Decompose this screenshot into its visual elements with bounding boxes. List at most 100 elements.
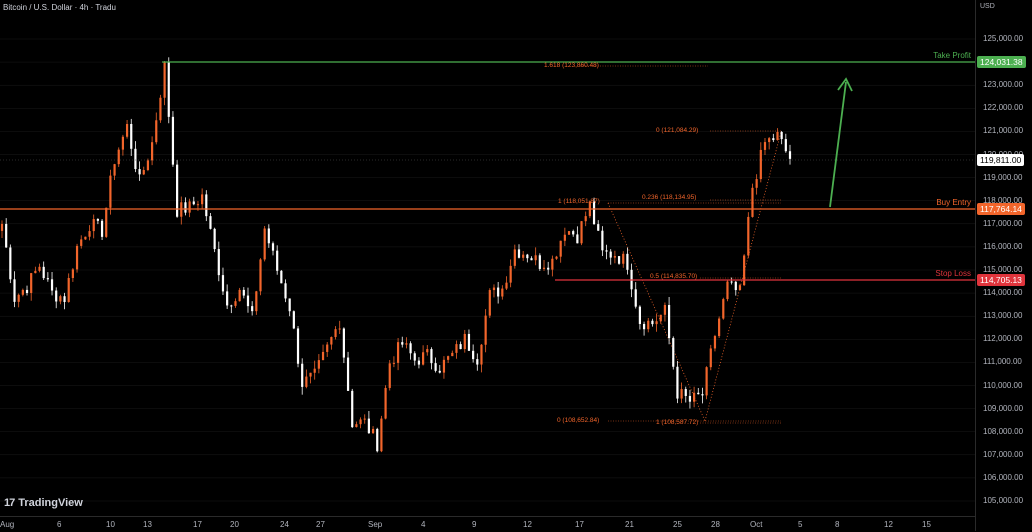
candle-body bbox=[776, 131, 779, 141]
candle-body bbox=[747, 216, 750, 256]
candle-body bbox=[580, 221, 583, 244]
candle-body bbox=[384, 387, 387, 419]
buy-entry-price-tag: 117,764.14 bbox=[977, 203, 1025, 215]
candle-body bbox=[626, 253, 629, 270]
candle-body bbox=[301, 363, 304, 387]
price-tick-label: 109,000.00 bbox=[983, 403, 1024, 413]
candle-body bbox=[326, 344, 329, 352]
time-axis[interactable]: Aug 6 10 13 17 20 24 27 Sep 4 9 12 17 21 25 28 Oct 5 8 12 15 bbox=[0, 516, 975, 532]
candle-body bbox=[751, 187, 754, 217]
candle-body bbox=[522, 254, 525, 258]
candle-body bbox=[405, 343, 408, 345]
candle-body bbox=[192, 201, 195, 205]
candle-body bbox=[655, 321, 658, 325]
candle-body bbox=[555, 256, 558, 259]
candle-body bbox=[617, 256, 621, 264]
target-arrow-head bbox=[837, 77, 853, 92]
time-tick-label: 9 bbox=[472, 520, 477, 529]
candle-body bbox=[234, 301, 237, 306]
candle-body bbox=[455, 344, 458, 353]
chart-area[interactable]: Bitcoin / U.S. Dollar · 4h · Tradu Take … bbox=[0, 0, 975, 516]
candle-body bbox=[321, 351, 325, 361]
candle-body bbox=[213, 228, 216, 250]
symbol-title[interactable]: Bitcoin / U.S. Dollar · 4h · Tradu bbox=[3, 3, 116, 12]
candle-body bbox=[422, 352, 425, 365]
candle-body bbox=[255, 291, 258, 312]
candle-body bbox=[567, 231, 571, 235]
fib-upper-guide bbox=[607, 202, 706, 422]
candle-body bbox=[205, 194, 208, 217]
candle-body bbox=[447, 356, 450, 360]
time-tick-label: 12 bbox=[523, 520, 532, 529]
candle-body bbox=[125, 124, 129, 137]
candle-body bbox=[259, 259, 262, 292]
tradingview-logo[interactable]: 17 TradingView bbox=[4, 497, 83, 509]
candle-body bbox=[713, 336, 717, 349]
candle-body bbox=[772, 138, 775, 141]
candle-body bbox=[530, 258, 533, 261]
candle-body bbox=[201, 194, 204, 205]
time-tick-label: 12 bbox=[884, 520, 893, 529]
fib-0236-label: 0.236 (118,134.95) bbox=[642, 194, 697, 201]
candle-body bbox=[105, 207, 108, 237]
candle-body bbox=[476, 359, 479, 365]
candle-body bbox=[768, 138, 771, 143]
candle-body bbox=[263, 228, 266, 260]
candle-body bbox=[346, 357, 350, 391]
fib-lower0-label: 0 (108,652.84) bbox=[557, 417, 600, 424]
candle-body bbox=[709, 348, 712, 368]
candle-body bbox=[659, 314, 662, 322]
candle-body bbox=[605, 250, 608, 252]
target-arrow-shaft bbox=[829, 81, 847, 208]
candle-body bbox=[280, 270, 283, 284]
time-tick-label: 25 bbox=[673, 520, 682, 529]
candle-body bbox=[663, 305, 667, 315]
time-tick-label: 24 bbox=[280, 520, 289, 529]
candle-body bbox=[100, 220, 104, 237]
candle-body bbox=[426, 349, 429, 353]
candle-body bbox=[55, 290, 58, 302]
candle-body bbox=[117, 149, 120, 165]
candle-body bbox=[292, 311, 295, 329]
candle-body bbox=[226, 291, 229, 306]
price-tick-label: 114,000.00 bbox=[983, 288, 1023, 298]
candle-body bbox=[622, 253, 625, 264]
candle-body bbox=[171, 116, 175, 165]
candle-body bbox=[538, 255, 541, 269]
candle-body bbox=[367, 418, 370, 434]
candle-body bbox=[71, 269, 74, 278]
candle-body bbox=[92, 219, 95, 232]
candle-body bbox=[609, 251, 612, 258]
candle-body bbox=[251, 306, 254, 312]
price-tick-label: 115,000.00 bbox=[983, 265, 1023, 274]
candle-body bbox=[96, 219, 99, 221]
time-tick-label: Oct bbox=[750, 520, 763, 529]
candle-body bbox=[196, 204, 200, 206]
time-tick-label: 20 bbox=[230, 520, 239, 529]
price-tick-label: 107,000.00 bbox=[983, 449, 1024, 459]
candle-body bbox=[134, 148, 137, 170]
candle-body bbox=[651, 320, 654, 325]
candle-body bbox=[17, 294, 20, 302]
fib-05-label: 0.5 (114,835.70) bbox=[650, 273, 698, 280]
candle-body bbox=[67, 277, 70, 303]
price-axis[interactable]: USD 125,000.00124,000.00123,000.00122,00… bbox=[975, 0, 1032, 531]
time-tick-label: 10 bbox=[106, 520, 115, 529]
price-tick-label: 110,000.00 bbox=[983, 380, 1023, 390]
candle-body bbox=[396, 342, 400, 363]
price-tick-label: 122,000.00 bbox=[983, 103, 1024, 113]
candle-body bbox=[351, 390, 354, 428]
price-tick-label: 121,000.00 bbox=[983, 126, 1024, 136]
time-tick-label: Sep bbox=[368, 520, 383, 529]
candle-body bbox=[501, 288, 504, 297]
time-tick-label: 8 bbox=[835, 520, 840, 529]
currency-label[interactable]: USD bbox=[980, 3, 995, 10]
candle-body bbox=[701, 394, 704, 396]
candle-body bbox=[30, 273, 33, 293]
time-tick-label: 5 bbox=[798, 520, 803, 529]
candle-body bbox=[13, 279, 16, 302]
candle-body bbox=[84, 236, 87, 240]
candle-body bbox=[613, 256, 616, 258]
price-chart[interactable] bbox=[0, 0, 975, 516]
candle-body bbox=[684, 389, 687, 396]
